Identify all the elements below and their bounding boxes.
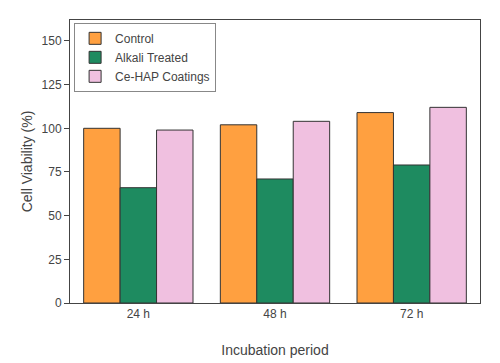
svg-text:Incubation period: Incubation period (221, 342, 328, 358)
svg-text:Alkali Treated: Alkali Treated (115, 51, 188, 65)
svg-text:25: 25 (48, 253, 62, 267)
svg-text:150: 150 (42, 34, 62, 48)
svg-text:0: 0 (55, 296, 62, 310)
svg-text:100: 100 (42, 122, 62, 136)
svg-text:Ce-HAP Coatings: Ce-HAP Coatings (115, 70, 210, 84)
svg-text:Control: Control (115, 32, 154, 46)
svg-text:48 h: 48 h (263, 307, 286, 321)
svg-text:125: 125 (42, 78, 62, 92)
svg-text:50: 50 (48, 209, 62, 223)
svg-text:72 h: 72 h (400, 307, 423, 321)
svg-text:24 h: 24 h (127, 307, 150, 321)
svg-text:Cell Viability (%): Cell Viability (%) (19, 111, 35, 213)
svg-text:75: 75 (48, 165, 62, 179)
